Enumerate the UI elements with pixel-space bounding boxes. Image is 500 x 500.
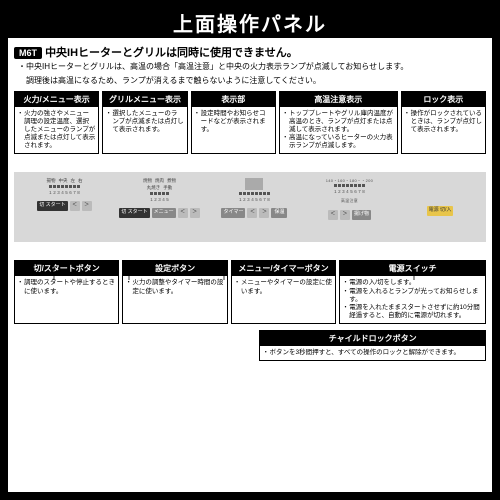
down-button[interactable]: ＜ bbox=[70, 201, 80, 211]
center-down-button[interactable]: ＜ bbox=[247, 208, 257, 218]
center-up-button[interactable]: ＞ bbox=[259, 208, 269, 218]
warning-row: M6T 中央IHヒーターとグリルは同時に使用できません。 bbox=[14, 44, 486, 60]
display-icon bbox=[245, 178, 263, 190]
hot-caution-label: 高温注意 bbox=[305, 198, 394, 204]
warning-text: 中央IHヒーターとグリルは同時に使用できません。 bbox=[45, 47, 298, 59]
hot-down-button[interactable]: ＜ bbox=[328, 210, 338, 220]
callout-menu-timer: メニュー/タイマーボタン メニューやタイマーの設定に使います。 bbox=[231, 260, 336, 324]
callout-power: 電源スイッチ 電源の入/切をします。 電源を入れるとランプが光ってお知らせします… bbox=[339, 260, 486, 324]
grill-up-button[interactable]: ＞ bbox=[190, 208, 200, 218]
note-2: 調理後は高温になるため、ランプが消えるまで触らないように注意してください。 bbox=[14, 76, 486, 86]
control-panel: 揚物中央 左右 12345678 切 スタート ＜ ＞ bbox=[14, 172, 486, 242]
callout-lock: ロック表示 操作がロックされているときは、ランプが点灯して表示されます。 bbox=[401, 91, 486, 155]
kiri-start-button[interactable]: 切 スタート bbox=[37, 201, 67, 211]
callout-childlock: チャイルドロックボタン ボタンを3秒間押すと、すべての操作のロックと解除ができま… bbox=[259, 330, 486, 361]
callout-grill-menu: グリルメニュー表示 選択したメニューのランプが点滅または点灯して表示されます。 bbox=[102, 91, 187, 155]
top-callouts: 火力/メニュー表示 火力の強さやメニュー調理の設定温度、選択したメニューのランプ… bbox=[14, 91, 486, 155]
panel-power: 電源 切/入 bbox=[400, 178, 480, 236]
timer-button[interactable]: タイマー bbox=[221, 208, 245, 218]
content-area: M6T 中央IHヒーターとグリルは同時に使用できません。 ・中央IHヒーターとグ… bbox=[8, 38, 492, 492]
callout-fire-menu: 火力/メニュー表示 火力の強さやメニュー調理の設定温度、選択したメニューのランプ… bbox=[14, 91, 99, 155]
grill-kiri-button[interactable]: 切 スタート bbox=[119, 208, 149, 218]
callout-settei: 設定ボタン 火力の調整やタイマー時間の設定に使います。 bbox=[122, 260, 227, 324]
bottom-callouts: 切/スタートボタン 調理のスタートや停止するときに使います。 設定ボタン 火力の… bbox=[14, 260, 486, 324]
callout-hot: 高温注意表示 トッププレートやグリル庫内温度が高温のとき、ランプが点灯または点滅… bbox=[279, 91, 398, 155]
panel-hot: 140・160・180・・200 12345678 高温注意 ＜ ＞ 揚げ物 bbox=[305, 178, 394, 236]
model-badge: M6T bbox=[14, 47, 42, 59]
power-button[interactable]: 電源 切/入 bbox=[427, 206, 454, 216]
hot-up-button[interactable]: ＞ bbox=[340, 210, 350, 220]
grill-down-button[interactable]: ＜ bbox=[178, 208, 188, 218]
note-1: ・中央IHヒーターとグリルは、高温の場合「高温注意」と中央の火力表示ランプが点滅… bbox=[14, 62, 486, 72]
panel-left-heater: 揚物中央 左右 12345678 切 スタート ＜ ＞ bbox=[20, 178, 109, 236]
hoon-button[interactable]: 保温 bbox=[271, 208, 287, 218]
up-button[interactable]: ＞ bbox=[82, 201, 92, 211]
panel-center: 12345678 タイマー ＜ ＞ 保温 bbox=[210, 178, 299, 236]
ageru-button[interactable]: 揚げ物 bbox=[352, 210, 371, 220]
callout-display: 表示部 設定時間やお知らせコードなどが表示されます。 bbox=[191, 91, 276, 155]
page-title: 上面操作パネル bbox=[0, 0, 500, 43]
menu-button[interactable]: メニュー bbox=[152, 208, 176, 218]
callout-kiri-start: 切/スタートボタン 調理のスタートや停止するときに使います。 bbox=[14, 260, 119, 324]
panel-grill: 焼物焼肉煮物 丸焼き手動 12345 切 スタート メニュー ＜ ＞ bbox=[115, 178, 204, 236]
